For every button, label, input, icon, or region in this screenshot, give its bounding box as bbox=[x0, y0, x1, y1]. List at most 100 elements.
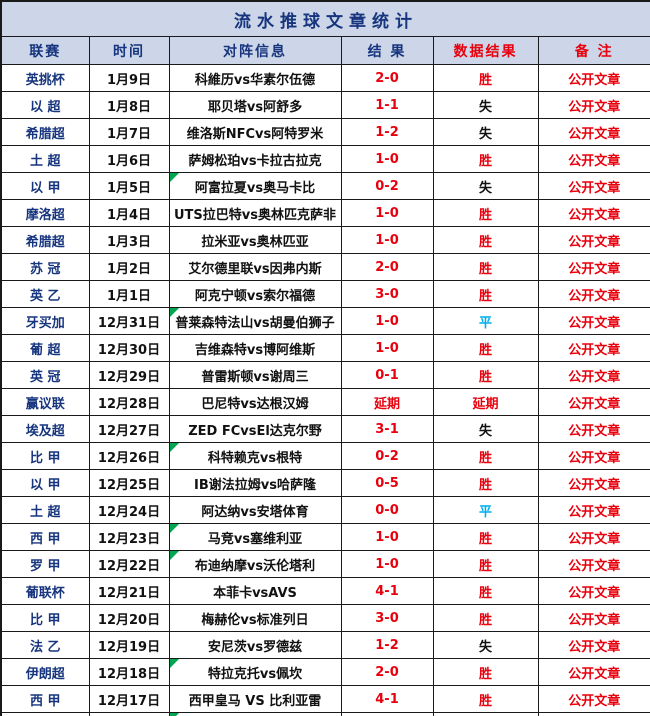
score-cell[interactable]: 延期 bbox=[340, 388, 434, 416]
match-cell[interactable]: 马竞vs塞维利亚 bbox=[168, 523, 342, 551]
note-cell[interactable]: 公开文章 bbox=[537, 577, 650, 605]
result-cell[interactable]: 胜 bbox=[432, 442, 539, 470]
league-cell[interactable]: 土 超 bbox=[0, 145, 90, 173]
league-cell[interactable]: 英挑杯 bbox=[0, 64, 90, 92]
result-cell[interactable]: 胜 bbox=[432, 226, 539, 254]
league-cell[interactable]: 以 甲 bbox=[0, 469, 90, 497]
date-cell[interactable]: 1月6日 bbox=[88, 145, 170, 173]
score-cell[interactable]: 2-0 bbox=[340, 253, 434, 281]
score-cell[interactable]: 1-0 bbox=[340, 523, 434, 551]
result-cell[interactable]: 失 bbox=[432, 172, 539, 200]
match-cell[interactable]: 维洛斯NFCvs阿特罗米 bbox=[168, 118, 342, 146]
score-cell[interactable]: 3-0 bbox=[340, 604, 434, 632]
score-cell[interactable]: 1-1 bbox=[340, 91, 434, 119]
score-cell[interactable]: 4-1 bbox=[340, 577, 434, 605]
note-cell[interactable]: 公开文章 bbox=[537, 64, 650, 92]
match-cell[interactable]: UTS拉巴特vs奥林匹克萨非 bbox=[168, 199, 342, 227]
league-cell[interactable]: 土 超 bbox=[0, 496, 90, 524]
result-cell[interactable]: 胜 bbox=[432, 604, 539, 632]
match-cell[interactable]: 吉维森特vs博阿维斯 bbox=[168, 334, 342, 362]
match-cell[interactable]: 布迪纳摩vs沃伦塔利 bbox=[168, 550, 342, 578]
score-cell[interactable]: 2-0 bbox=[340, 658, 434, 686]
date-cell[interactable]: 1月4日 bbox=[88, 199, 170, 227]
result-cell[interactable]: 胜 bbox=[432, 577, 539, 605]
result-cell[interactable]: 失 bbox=[432, 118, 539, 146]
result-cell[interactable]: 失 bbox=[432, 91, 539, 119]
note-cell[interactable]: 公开文章 bbox=[537, 145, 650, 173]
match-cell[interactable]: 普雷斯顿vs沃特福德 bbox=[168, 712, 342, 716]
date-cell[interactable]: 1月7日 bbox=[88, 118, 170, 146]
result-cell[interactable]: 平 bbox=[432, 307, 539, 335]
date-cell[interactable]: 12月19日 bbox=[88, 631, 170, 659]
note-cell[interactable]: 公开文章 bbox=[537, 91, 650, 119]
result-cell[interactable]: 胜 bbox=[432, 523, 539, 551]
league-cell[interactable]: 西 甲 bbox=[0, 523, 90, 551]
league-cell[interactable]: 摩洛超 bbox=[0, 199, 90, 227]
result-cell[interactable]: 失 bbox=[432, 631, 539, 659]
result-cell[interactable]: 胜 bbox=[432, 712, 539, 716]
match-cell[interactable]: 阿富拉夏vs奥马卡比 bbox=[168, 172, 342, 200]
league-cell[interactable]: 葡联杯 bbox=[0, 577, 90, 605]
date-cell[interactable]: 12月21日 bbox=[88, 577, 170, 605]
date-cell[interactable]: 12月23日 bbox=[88, 523, 170, 551]
date-cell[interactable]: 12月18日 bbox=[88, 658, 170, 686]
score-cell[interactable]: 2-0 bbox=[340, 64, 434, 92]
date-cell[interactable]: 1月1日 bbox=[88, 280, 170, 308]
note-cell[interactable]: 公开文章 bbox=[537, 307, 650, 335]
league-cell[interactable]: 葡 超 bbox=[0, 334, 90, 362]
note-cell[interactable]: 公开文章 bbox=[537, 442, 650, 470]
score-cell[interactable]: 1-0 bbox=[340, 550, 434, 578]
note-cell[interactable]: 公开文章 bbox=[537, 496, 650, 524]
match-cell[interactable]: 科維历vs华素尔伍德 bbox=[168, 64, 342, 92]
league-cell[interactable]: 比 甲 bbox=[0, 604, 90, 632]
note-cell[interactable]: 公开文章 bbox=[537, 631, 650, 659]
match-cell[interactable]: 阿克宁顿vs索尔福德 bbox=[168, 280, 342, 308]
league-cell[interactable]: 希腊超 bbox=[0, 118, 90, 146]
note-cell[interactable]: 公开文章 bbox=[537, 226, 650, 254]
score-cell[interactable]: 3-1 bbox=[340, 415, 434, 443]
date-cell[interactable]: 1月8日 bbox=[88, 91, 170, 119]
result-cell[interactable]: 胜 bbox=[432, 64, 539, 92]
score-cell[interactable]: 0-0 bbox=[340, 496, 434, 524]
league-cell[interactable]: 以 超 bbox=[0, 91, 90, 119]
score-cell[interactable]: 1-0 bbox=[340, 334, 434, 362]
date-cell[interactable]: 12月28日 bbox=[88, 388, 170, 416]
column-header-league[interactable]: 联赛 bbox=[0, 36, 90, 65]
date-cell[interactable]: 12月29日 bbox=[88, 361, 170, 389]
match-cell[interactable]: 萨姆松珀vs卡拉古拉克 bbox=[168, 145, 342, 173]
score-cell[interactable]: 4-1 bbox=[340, 685, 434, 713]
score-cell[interactable]: 0-2 bbox=[340, 442, 434, 470]
score-cell[interactable]: 0-2 bbox=[340, 172, 434, 200]
match-cell[interactable]: 艾尔德里联vs因弗内斯 bbox=[168, 253, 342, 281]
match-cell[interactable]: 安尼茨vs罗德兹 bbox=[168, 631, 342, 659]
date-cell[interactable]: 1月2日 bbox=[88, 253, 170, 281]
score-cell[interactable]: 3-0 bbox=[340, 280, 434, 308]
note-cell[interactable]: 公开文章 bbox=[537, 604, 650, 632]
league-cell[interactable]: 埃及超 bbox=[0, 415, 90, 443]
note-cell[interactable]: 公开文章 bbox=[537, 361, 650, 389]
note-cell[interactable]: 公开文章 bbox=[537, 415, 650, 443]
column-header-date[interactable]: 时间 bbox=[88, 36, 170, 65]
result-cell[interactable]: 胜 bbox=[432, 685, 539, 713]
match-cell[interactable]: 梅赫伦vs标准列日 bbox=[168, 604, 342, 632]
match-cell[interactable]: 科特赖克vs根特 bbox=[168, 442, 342, 470]
score-cell[interactable]: 0-5 bbox=[340, 469, 434, 497]
result-cell[interactable]: 胜 bbox=[432, 145, 539, 173]
match-cell[interactable]: 普莱森特法山vs胡曼伯狮子 bbox=[168, 307, 342, 335]
note-cell[interactable]: 公开文章 bbox=[537, 199, 650, 227]
result-cell[interactable]: 胜 bbox=[432, 361, 539, 389]
result-cell[interactable]: 胜 bbox=[432, 199, 539, 227]
league-cell[interactable]: 英 乙 bbox=[0, 280, 90, 308]
note-cell[interactable]: 公开文章 bbox=[537, 334, 650, 362]
league-cell[interactable]: 英 冠 bbox=[0, 361, 90, 389]
column-header-score[interactable]: 结 果 bbox=[340, 36, 434, 65]
result-cell[interactable]: 延期 bbox=[432, 388, 539, 416]
match-cell[interactable]: 拉米亚vs奥林匹亚 bbox=[168, 226, 342, 254]
score-cell[interactable]: 0-1 bbox=[340, 361, 434, 389]
match-cell[interactable]: ZED FCvsEl达克尔野 bbox=[168, 415, 342, 443]
score-cell[interactable]: 1-2 bbox=[340, 118, 434, 146]
note-cell[interactable]: 公开文章 bbox=[537, 280, 650, 308]
note-cell[interactable]: 公开文章 bbox=[537, 523, 650, 551]
note-cell[interactable]: 公开文章 bbox=[537, 712, 650, 716]
note-cell[interactable]: 公开文章 bbox=[537, 658, 650, 686]
